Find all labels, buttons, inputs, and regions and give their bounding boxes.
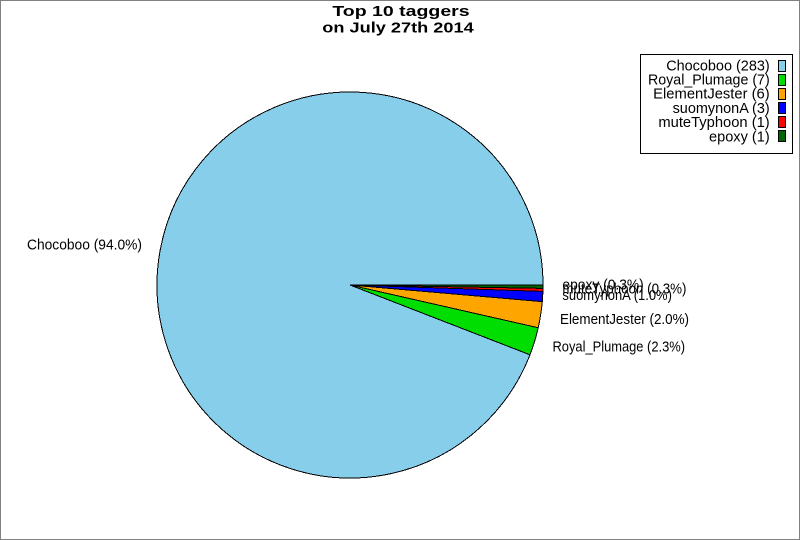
- svg-text:muteTyphoon (0.3%): muteTyphoon (0.3%): [562, 281, 686, 297]
- svg-text:Royal_Plumage (7): Royal_Plumage (7): [648, 73, 770, 89]
- svg-text:Chocoboo (283): Chocoboo (283): [666, 58, 770, 74]
- svg-text:Chocoboo (94.0%): Chocoboo (94.0%): [27, 237, 142, 253]
- svg-text:suomynonA (1.0%): suomynonA (1.0%): [562, 288, 672, 304]
- svg-text:muteTyphoon (1): muteTyphoon (1): [658, 115, 769, 131]
- svg-text:on July 27th 2014: on July 27th 2014: [322, 20, 474, 37]
- svg-text:Royal_Plumage (2.3%): Royal_Plumage (2.3%): [553, 340, 686, 356]
- svg-text:Top 10 taggers: Top 10 taggers: [332, 3, 469, 20]
- svg-text:suomynonA (3): suomynonA (3): [673, 101, 770, 117]
- svg-text:epoxy (0.3%): epoxy (0.3%): [562, 278, 643, 294]
- svg-text:ElementJester (6): ElementJester (6): [653, 87, 770, 103]
- svg-text:epoxy (1): epoxy (1): [709, 129, 770, 145]
- svg-text:ElementJester (2.0%): ElementJester (2.0%): [560, 312, 689, 328]
